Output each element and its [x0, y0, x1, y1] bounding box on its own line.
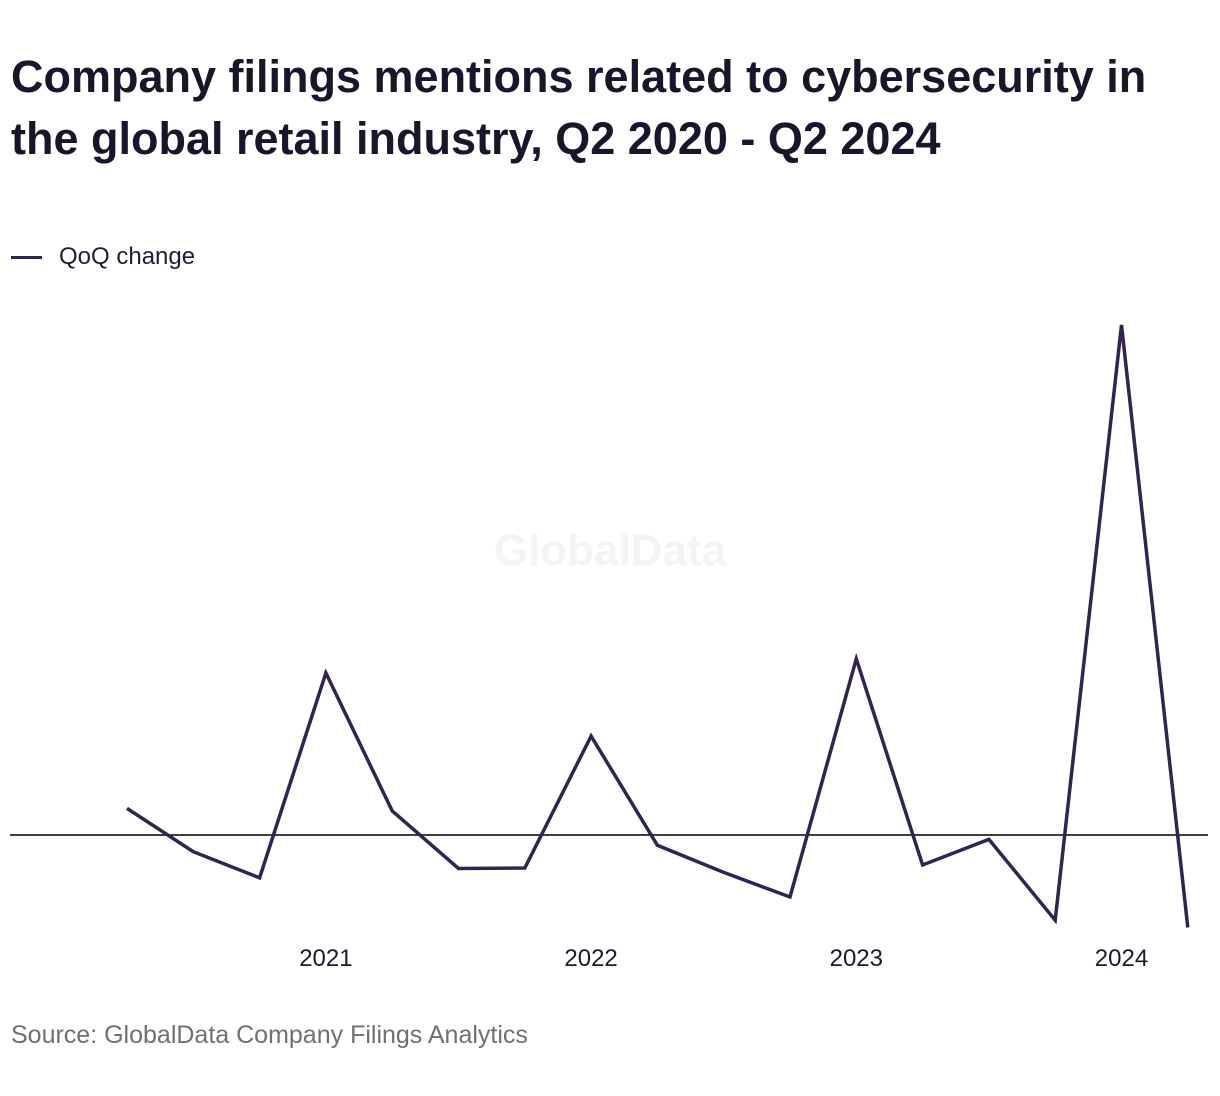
chart-title: Company filings mentions related to cybe… [11, 51, 1147, 164]
data-point [851, 654, 861, 664]
legend: QoQ change [11, 242, 195, 272]
watermark: GlobalData [494, 526, 727, 575]
data-point [785, 892, 795, 902]
legend-swatch [11, 255, 42, 259]
x-axis: 2021 2022 2023 2024 [10, 834, 1208, 972]
data-point [321, 668, 331, 678]
data-point [918, 860, 928, 870]
x-tick-label: 2023 [830, 945, 883, 972]
data-point [1050, 915, 1060, 925]
data-point [520, 863, 530, 873]
data-point [1117, 320, 1127, 330]
data-point [122, 803, 132, 813]
x-tick-label: 2021 [299, 945, 352, 972]
data-point [255, 873, 265, 883]
x-tick-label: 2022 [564, 945, 617, 972]
series-layer [122, 320, 1193, 933]
data-point [719, 867, 729, 877]
data-point [586, 731, 596, 741]
x-tick-label: 2024 [1095, 945, 1148, 972]
series-line-qoq-change [126, 324, 1190, 928]
data-point [984, 834, 994, 844]
line-chart: GlobalData 2021 2022 2023 2024 [10, 320, 1208, 972]
data-point [188, 847, 198, 857]
legend-label: QoQ change [59, 243, 196, 270]
data-point [387, 806, 397, 816]
source-note: Source: GlobalData Company Filings Analy… [11, 1021, 528, 1049]
data-point [652, 840, 662, 850]
data-point [1183, 923, 1193, 933]
data-point [454, 863, 464, 873]
